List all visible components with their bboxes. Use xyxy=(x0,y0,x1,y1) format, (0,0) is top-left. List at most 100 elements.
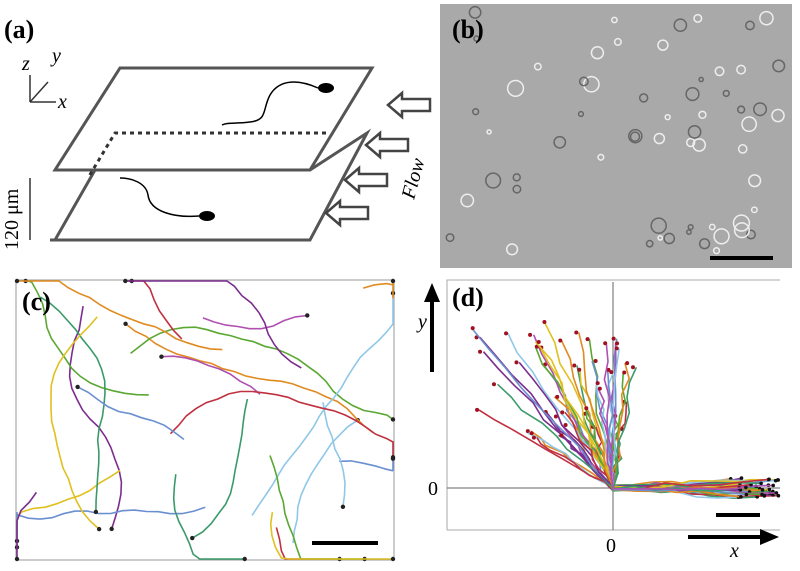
track-end xyxy=(470,326,475,331)
track-end xyxy=(577,367,582,372)
track-end xyxy=(531,435,536,440)
track-end xyxy=(14,278,20,284)
cell xyxy=(473,35,480,42)
cell xyxy=(673,18,688,33)
cell xyxy=(772,59,786,73)
track-start xyxy=(774,491,779,495)
cell xyxy=(736,64,747,75)
track-start xyxy=(771,493,775,497)
track-start xyxy=(767,477,771,482)
flow-label: Flow xyxy=(397,155,429,202)
panel-label: (a) xyxy=(4,15,34,44)
track-end xyxy=(123,321,128,327)
cell xyxy=(733,222,750,239)
cell xyxy=(485,172,502,189)
track-end xyxy=(625,361,630,366)
panel-label: (c) xyxy=(22,287,51,316)
track-end xyxy=(529,431,534,436)
trajectory xyxy=(536,437,765,497)
track-start xyxy=(739,495,743,499)
cell xyxy=(664,113,671,121)
track-end xyxy=(606,367,611,372)
track-end xyxy=(390,417,396,422)
trajectory xyxy=(612,372,760,492)
cell xyxy=(771,108,785,123)
bottom-plane xyxy=(50,128,372,242)
panel-d: (d) y 0 0 x xyxy=(416,279,781,562)
cell xyxy=(445,233,455,243)
cell xyxy=(628,128,643,144)
track-end xyxy=(597,386,602,391)
frame xyxy=(446,279,780,530)
cell xyxy=(460,193,475,208)
track-end xyxy=(614,346,619,351)
track-end xyxy=(14,556,20,562)
cell xyxy=(708,223,716,231)
cell xyxy=(750,206,758,214)
cell xyxy=(692,138,707,152)
cell xyxy=(650,217,667,234)
cell xyxy=(736,105,746,114)
track-end xyxy=(159,354,164,359)
track-end xyxy=(555,394,560,399)
cell xyxy=(590,45,605,60)
y-axis-label: y xyxy=(416,311,427,333)
trajectory xyxy=(578,332,741,498)
trajectory xyxy=(17,280,223,351)
track-end xyxy=(574,330,579,335)
trajectory xyxy=(77,386,185,441)
track-end xyxy=(525,429,530,434)
track-end xyxy=(609,370,614,375)
track-end xyxy=(478,349,483,354)
track-end xyxy=(611,336,616,341)
track-end xyxy=(96,526,102,532)
panel-label: (b) xyxy=(452,15,484,44)
cell xyxy=(748,174,762,188)
track-start xyxy=(759,481,763,486)
cell xyxy=(698,110,707,120)
track-end xyxy=(93,509,99,515)
trajectory xyxy=(597,388,777,495)
track-end xyxy=(504,331,509,336)
panel-c: (c) xyxy=(14,278,396,562)
cell xyxy=(645,239,654,248)
track-end xyxy=(390,556,396,562)
track-end xyxy=(593,359,598,364)
trajectory xyxy=(610,348,739,499)
cell xyxy=(712,247,721,255)
track-end xyxy=(491,382,496,387)
trajectory xyxy=(611,366,740,492)
trajectory xyxy=(543,321,769,489)
trajectory xyxy=(68,305,123,530)
cell xyxy=(685,137,696,148)
frame xyxy=(15,279,395,561)
cell xyxy=(657,39,669,51)
hidden-edge xyxy=(86,131,326,179)
track-end xyxy=(514,360,519,365)
trajectory xyxy=(322,402,346,507)
track-end xyxy=(584,406,589,411)
trajectory xyxy=(191,398,249,539)
track-end xyxy=(75,384,80,390)
track-end xyxy=(615,341,620,346)
cell xyxy=(533,62,542,71)
trajectory xyxy=(611,362,763,493)
track-end xyxy=(603,341,608,346)
track-start xyxy=(767,487,772,492)
track-end xyxy=(528,332,533,337)
x-arrow-head xyxy=(760,529,779,545)
track-end xyxy=(585,337,590,342)
cell xyxy=(657,235,664,241)
panel-a: (a) z y x Flow 120 μm xyxy=(1,15,432,250)
trajectory xyxy=(606,371,769,489)
cell xyxy=(610,16,618,24)
track-end xyxy=(553,414,558,419)
track-start xyxy=(744,492,749,497)
track-start xyxy=(776,493,781,498)
trajectory xyxy=(608,338,779,491)
cell xyxy=(506,79,525,98)
axis-z: z xyxy=(21,53,30,75)
axes-glyph xyxy=(29,75,56,103)
cell xyxy=(663,232,676,245)
trajectory xyxy=(50,316,100,530)
